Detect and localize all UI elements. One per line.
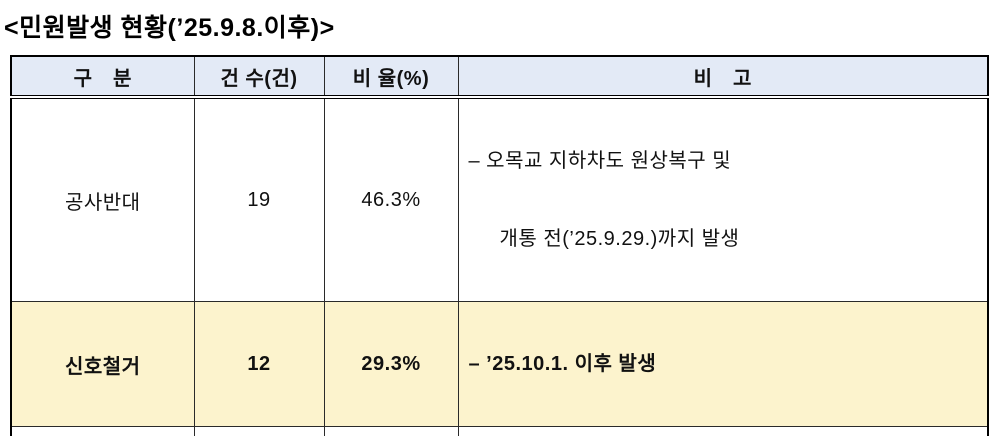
table-row-signal-removal: 신호철거 12 29.3% – ’25.10.1. 이후 발생 bbox=[10, 301, 989, 427]
page-title: <민원발생 현황(’25.9.8.이후)> bbox=[4, 14, 335, 42]
cell-count: 6 bbox=[193, 426, 325, 436]
cell-remark: – 오목교 지하차도 원상복구 및 개통 전(’25.9.29.)까지 발생 bbox=[457, 96, 989, 302]
cell-count: 19 bbox=[193, 96, 325, 302]
cell-ratio: 46.3% bbox=[323, 96, 459, 302]
remark-line-1: – ’25.10.1. 이후 발생 bbox=[468, 353, 657, 375]
cell-ratio: 14.6% bbox=[323, 426, 459, 436]
table-header-row: 구 분 건 수(건) 비 율(%) 비 고 bbox=[10, 55, 989, 99]
cell-category: 신호철거 bbox=[10, 301, 195, 427]
cell-remark: – ’25.9.8. 기자브리핑 이후 발생 bbox=[457, 426, 989, 436]
cell-count: 12 bbox=[193, 301, 325, 427]
cell-ratio: 29.3% bbox=[323, 301, 459, 427]
table-row-green-space-request: 녹지조성 요청 6 14.6% – ’25.9.8. 기자브리핑 이후 발생 bbox=[10, 426, 989, 436]
header-cell-ratio: 비 율(%) bbox=[323, 55, 459, 99]
cell-category: 공사반대 bbox=[10, 96, 195, 302]
header-cell-remark: 비 고 bbox=[457, 55, 989, 99]
remark-line-1: – 오목교 지하차도 원상복구 및 bbox=[468, 150, 732, 172]
header-cell-category: 구 분 bbox=[10, 55, 195, 99]
header-cell-count: 건 수(건) bbox=[193, 55, 325, 99]
complaint-status-table: 구 분 건 수(건) 비 율(%) 비 고 공사반대 19 46.3% – 오목… bbox=[10, 55, 989, 436]
remark-line-2: 개통 전(’25.9.29.)까지 발생 bbox=[499, 228, 740, 250]
cell-category: 녹지조성 요청 bbox=[10, 426, 195, 436]
cell-remark: – ’25.10.1. 이후 발생 bbox=[457, 301, 989, 427]
table-row-construction-opposition: 공사반대 19 46.3% – 오목교 지하차도 원상복구 및 개통 전(’25… bbox=[10, 96, 989, 302]
